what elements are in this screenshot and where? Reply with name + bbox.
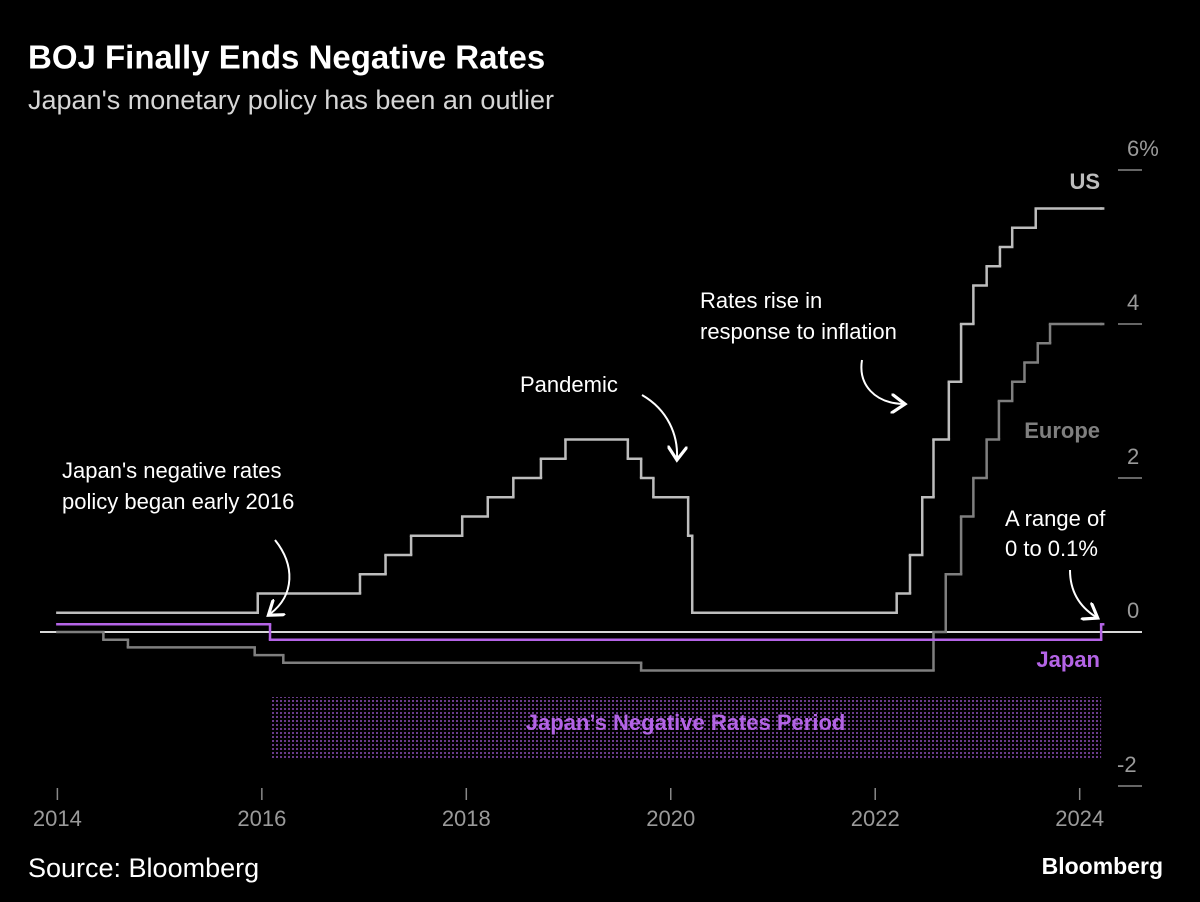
plot-area: Japan’s Negative Rates Period -2 0 2 4 6% 2014… <box>33 136 1159 831</box>
chart-title: BOJ Finally Ends Negative Rates <box>28 39 545 76</box>
arrow <box>1069 569 1096 617</box>
x-tick-label: 2022 <box>851 806 900 831</box>
series-label: Japan <box>1036 647 1100 672</box>
annotation: Rates rise in <box>700 288 822 313</box>
arrow <box>860 359 903 404</box>
brand: Bloomberg <box>1042 853 1163 879</box>
y-tick-label: -2 <box>1117 752 1137 777</box>
annotation: response to inflation <box>700 319 897 344</box>
annotation: Japan's negative rates <box>62 458 281 483</box>
x-tick-label: 2014 <box>33 806 82 831</box>
x-tick-label: 2024 <box>1055 806 1104 831</box>
series-label: Europe <box>1024 418 1100 443</box>
annotation: A range of <box>1005 506 1106 531</box>
arrow <box>270 539 291 614</box>
y-tick-label: 6% <box>1127 136 1159 161</box>
y-tick-label: 4 <box>1127 290 1139 315</box>
annotation: 0 to 0.1% <box>1005 536 1098 561</box>
x-tick-label: 2016 <box>237 806 286 831</box>
shaded-period <box>270 697 1102 759</box>
x-tick-label: 2018 <box>442 806 491 831</box>
y-tick-label: 0 <box>1127 598 1139 623</box>
series-label: US <box>1069 169 1100 194</box>
annotation: policy began early 2016 <box>62 489 294 514</box>
arrow <box>641 394 677 458</box>
y-tick-label: 2 <box>1127 444 1139 469</box>
x-tick-label: 2020 <box>646 806 695 831</box>
source: Source: Bloomberg <box>28 853 259 883</box>
annotation: Pandemic <box>520 372 618 397</box>
chart-subtitle: Japan's monetary policy has been an outl… <box>28 85 554 115</box>
shaded-period-label: Japan’s Negative Rates Period <box>526 710 846 735</box>
